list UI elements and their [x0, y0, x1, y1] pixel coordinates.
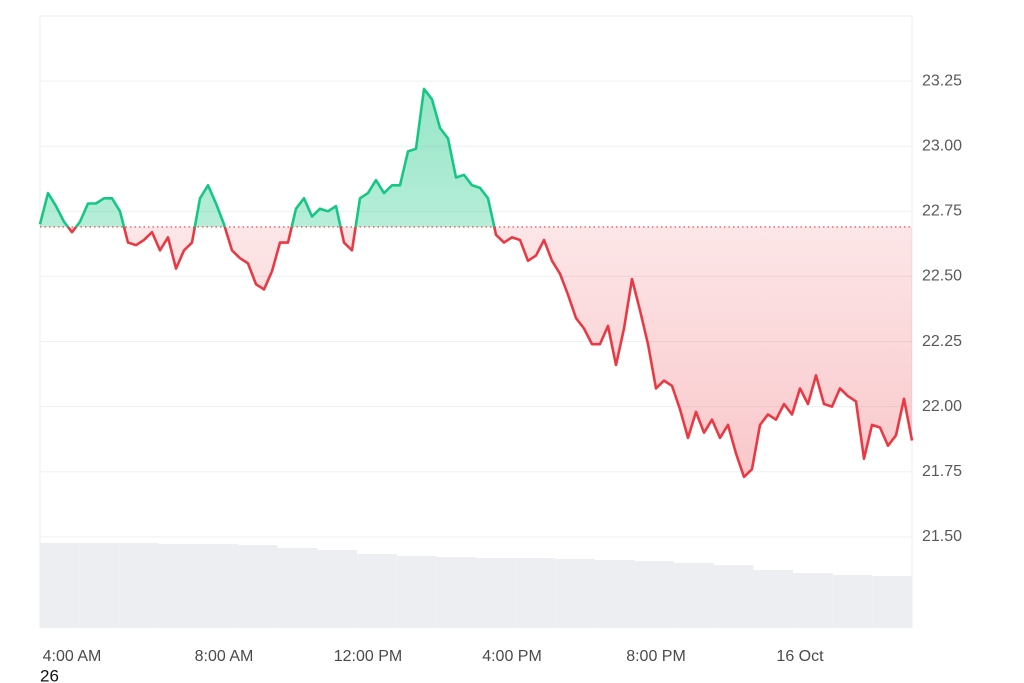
volume-bar [317, 550, 358, 628]
volume-bar [476, 558, 516, 628]
y-tick-label: 21.50 [922, 528, 962, 545]
volume-bar [753, 570, 794, 628]
x-tick-label: 12:00 PM [334, 648, 402, 665]
area-down [40, 226, 912, 477]
volume-bar [79, 543, 120, 628]
volume-bar [436, 557, 476, 628]
volume-bar [832, 575, 873, 628]
volume-bar [634, 561, 675, 628]
volume-bar [594, 560, 635, 628]
y-tick-label: 23.25 [922, 72, 962, 89]
price-line [38, 87, 914, 479]
volume-bar [793, 573, 833, 628]
y-tick-label: 22.50 [922, 268, 962, 285]
volume-bar [872, 576, 912, 628]
volume-bar [396, 556, 437, 628]
y-tick-label: 23.00 [922, 137, 962, 154]
volume-bar [555, 559, 595, 628]
x-tick-label: 16 Oct [776, 648, 824, 665]
volume-bar [158, 544, 199, 628]
x-tick-label: 8:00 AM [195, 648, 254, 665]
volume-bar [119, 543, 159, 628]
area-up [40, 88, 495, 227]
volume-bar [198, 544, 239, 628]
volume-bar [277, 548, 318, 628]
volume-bar [515, 558, 556, 628]
y-tick-label: 22.25 [922, 333, 962, 350]
footer-label: 26 [40, 666, 59, 683]
y-tick-label: 22.75 [922, 203, 962, 220]
y-tick-label: 22.00 [922, 398, 962, 415]
volume-bar [713, 565, 754, 628]
volume-bar [357, 554, 397, 628]
x-tick-label: 8:00 PM [626, 648, 686, 665]
volume-bar [238, 545, 278, 628]
y-tick-label: 21.75 [922, 463, 962, 480]
volume-bar [40, 543, 80, 628]
volume-bar [674, 563, 714, 628]
x-tick-label: 4:00 AM [43, 648, 102, 665]
x-tick-label: 4:00 PM [482, 648, 542, 665]
